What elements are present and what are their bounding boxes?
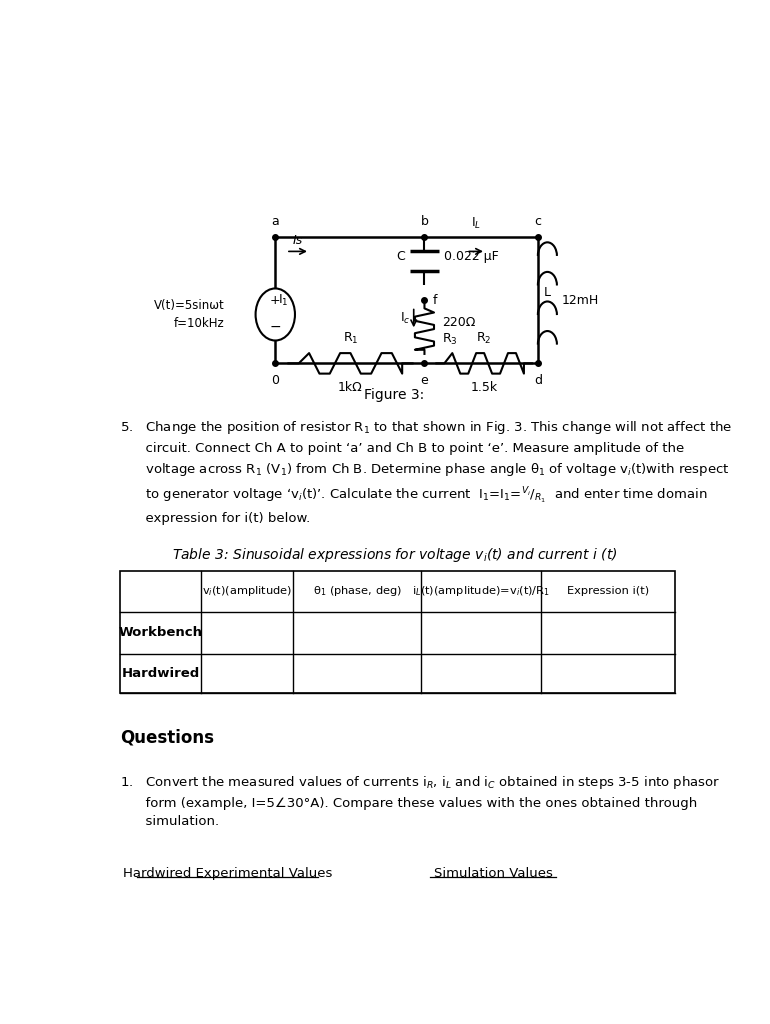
Text: R$_1$: R$_1$ bbox=[343, 331, 358, 346]
Text: C: C bbox=[397, 251, 405, 263]
Text: L: L bbox=[544, 286, 551, 299]
Text: v$_i$(t)(amplitude): v$_i$(t)(amplitude) bbox=[202, 585, 292, 598]
Text: c: c bbox=[534, 215, 541, 227]
Text: 0: 0 bbox=[271, 375, 280, 387]
Text: Table 3: Sinusoidal expressions for voltage v$_i$(t) and current i (t): Table 3: Sinusoidal expressions for volt… bbox=[172, 547, 618, 564]
Text: R$_2$: R$_2$ bbox=[477, 331, 492, 346]
Text: 12mH: 12mH bbox=[562, 294, 599, 307]
Text: I$_c$: I$_c$ bbox=[400, 311, 410, 326]
Text: I$_L$: I$_L$ bbox=[471, 216, 481, 230]
Text: +: + bbox=[270, 294, 280, 307]
Text: Questions: Questions bbox=[120, 728, 214, 746]
Text: d: d bbox=[534, 375, 542, 387]
Text: I$_1$: I$_1$ bbox=[278, 293, 289, 308]
Text: V(t)=5sinωt: V(t)=5sinωt bbox=[154, 299, 225, 311]
Text: Expression i(t): Expression i(t) bbox=[567, 586, 649, 596]
Text: f: f bbox=[432, 294, 437, 307]
Text: Workbench: Workbench bbox=[119, 626, 203, 639]
Text: 1.5k: 1.5k bbox=[470, 381, 497, 393]
Text: 0.022 μF: 0.022 μF bbox=[444, 251, 498, 263]
Text: −: − bbox=[270, 321, 281, 334]
Text: Hardwired Experimental Values: Hardwired Experimental Values bbox=[123, 867, 332, 881]
Text: a: a bbox=[271, 215, 280, 227]
Text: b: b bbox=[420, 215, 428, 227]
Text: Is: Is bbox=[293, 233, 303, 247]
Text: 220Ω: 220Ω bbox=[443, 315, 476, 329]
Text: i$_L$(t)(amplitude)=v$_i$(t)/R$_1$: i$_L$(t)(amplitude)=v$_i$(t)/R$_1$ bbox=[412, 585, 550, 598]
Text: Figure 3:: Figure 3: bbox=[364, 388, 425, 401]
Text: f=10kHz: f=10kHz bbox=[174, 317, 225, 331]
Text: θ$_1$ (phase, deg): θ$_1$ (phase, deg) bbox=[313, 585, 402, 598]
Text: 1kΩ: 1kΩ bbox=[338, 381, 363, 393]
Bar bbox=[120, 570, 675, 693]
Text: Hardwired: Hardwired bbox=[122, 667, 199, 680]
Text: e: e bbox=[420, 375, 428, 387]
Text: 1.   Convert the measured values of currents i$_R$, i$_L$ and i$_C$ obtained in : 1. Convert the measured values of curren… bbox=[120, 774, 721, 828]
Text: R$_3$: R$_3$ bbox=[443, 332, 458, 347]
Text: 5.   Change the position of resistor R$_1$ to that shown in Fig. 3. This change : 5. Change the position of resistor R$_1$… bbox=[120, 420, 732, 524]
Text: Simulation Values: Simulation Values bbox=[434, 867, 553, 881]
